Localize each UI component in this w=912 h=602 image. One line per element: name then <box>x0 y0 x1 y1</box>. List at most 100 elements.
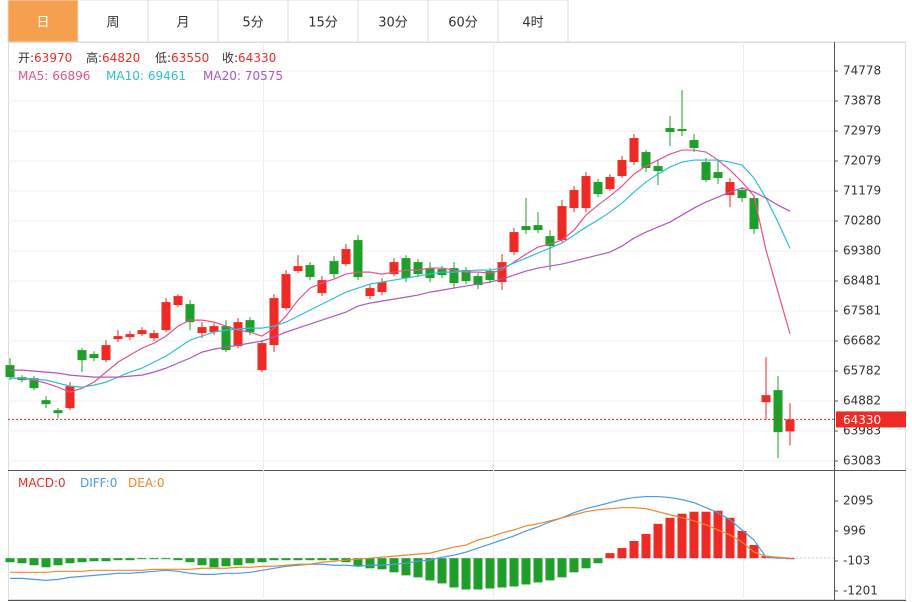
candle-body <box>125 334 135 338</box>
y-tick-label: 68481 <box>843 273 881 287</box>
macd-bar <box>569 558 579 573</box>
macd-bar <box>581 558 591 569</box>
candle-body <box>593 182 603 195</box>
candle-body <box>365 288 375 297</box>
tab[interactable]: 日 <box>7 0 79 43</box>
macd-bar <box>53 558 63 566</box>
ma-line <box>10 149 791 393</box>
macd-legend-name: MACD: <box>18 476 58 490</box>
last-price-tag <box>836 411 906 428</box>
y-tick-label: 74778 <box>843 64 881 78</box>
tab-label[interactable]: 日 <box>36 16 49 31</box>
candle-body <box>761 395 771 403</box>
macd-bar <box>101 558 111 562</box>
y-tick-label: -1201 <box>843 583 878 597</box>
y-tick-label: 72079 <box>843 154 881 168</box>
candle-body <box>569 190 579 209</box>
y-tick-label: 63083 <box>843 453 881 467</box>
macd-bar <box>41 558 51 568</box>
candle-body <box>53 410 63 414</box>
tab-box[interactable] <box>287 0 359 43</box>
tab-label[interactable]: 月 <box>176 16 189 31</box>
tab[interactable]: 15分 <box>287 0 359 43</box>
tab-box[interactable] <box>357 0 429 43</box>
ma-legend: MA10: 69461 <box>106 69 186 83</box>
candle-body <box>545 236 555 247</box>
ohlc-item: 低:63550 <box>155 51 209 65</box>
candle-body <box>41 400 51 405</box>
tab-label[interactable]: 60分 <box>448 16 478 31</box>
tab[interactable]: 60分 <box>427 0 499 43</box>
macd-bar <box>17 558 27 564</box>
candle-body <box>149 333 159 339</box>
macd-bar <box>5 558 15 563</box>
ohlc-label: 低: <box>155 51 171 65</box>
tab-label[interactable]: 周 <box>106 16 119 31</box>
tab[interactable]: 4时 <box>497 0 569 43</box>
macd-bar <box>509 558 519 587</box>
macd-bar <box>413 558 423 578</box>
macd-bar <box>677 513 687 559</box>
tab-box[interactable] <box>77 0 149 43</box>
ma-legend-value: 69461 <box>148 69 186 83</box>
macd-bar <box>269 558 279 561</box>
ohlc-label: 高: <box>86 50 102 65</box>
macd-bar <box>77 558 87 563</box>
candle-body <box>773 390 783 433</box>
ma-legend-value: 70575 <box>245 69 283 83</box>
candle-body <box>629 138 639 163</box>
y-tick-label: 996 <box>843 523 866 537</box>
tab-box[interactable] <box>427 0 499 43</box>
macd-bar <box>665 517 675 559</box>
candle-body <box>185 304 195 323</box>
candle-body <box>785 419 795 432</box>
ma-legend-value: 66896 <box>52 69 90 83</box>
macd-bar <box>473 558 483 590</box>
candle-body <box>605 177 615 190</box>
macd-bar <box>449 558 459 588</box>
tab-box[interactable] <box>217 0 289 43</box>
macd-bar <box>125 558 135 561</box>
tab[interactable]: 周 <box>77 0 149 43</box>
tab-label[interactable]: 4时 <box>522 16 543 31</box>
macd-bar <box>533 558 543 583</box>
macd-bar <box>425 558 435 581</box>
tab-box[interactable] <box>7 0 79 43</box>
y-tick-label: 67581 <box>843 304 881 318</box>
macd-legend-value: 0 <box>110 476 118 490</box>
tab-box[interactable] <box>497 0 569 43</box>
candle-body <box>737 190 747 199</box>
y-tick-label: 2095 <box>843 493 874 507</box>
tab-label[interactable]: 30分 <box>378 16 408 31</box>
candle-body <box>689 140 699 149</box>
macd-legend-name: DEA: <box>128 476 157 490</box>
candle-body <box>161 302 171 331</box>
candle-body <box>725 182 735 196</box>
candle-body <box>341 249 351 265</box>
tab-label[interactable]: 15分 <box>308 16 338 31</box>
macd-bar <box>293 558 303 561</box>
macd-legend-value: 0 <box>157 476 165 490</box>
macd-bar <box>29 558 39 566</box>
candle-body <box>173 296 183 306</box>
macd-legend: DEA:0 <box>128 476 165 490</box>
candle-body <box>137 330 147 335</box>
macd-bar <box>557 558 567 578</box>
macd-bar <box>173 558 183 561</box>
tab[interactable]: 30分 <box>357 0 429 43</box>
y-tick-label: 71179 <box>843 184 881 198</box>
macd-bar <box>377 558 387 570</box>
y-tick-label: 64882 <box>843 394 881 408</box>
candle-body <box>413 262 423 275</box>
macd-bar <box>437 558 447 584</box>
candle-body <box>197 327 207 334</box>
tab-label[interactable]: 5分 <box>242 16 263 31</box>
tab-box[interactable] <box>147 0 219 43</box>
y-tick-label: 65782 <box>843 363 881 377</box>
macd-bar <box>653 523 663 559</box>
tab[interactable]: 5分 <box>217 0 289 43</box>
tab[interactable]: 月 <box>147 0 219 43</box>
macd-bar <box>713 510 723 559</box>
macd-bar <box>641 533 651 559</box>
candle-body <box>257 343 267 371</box>
